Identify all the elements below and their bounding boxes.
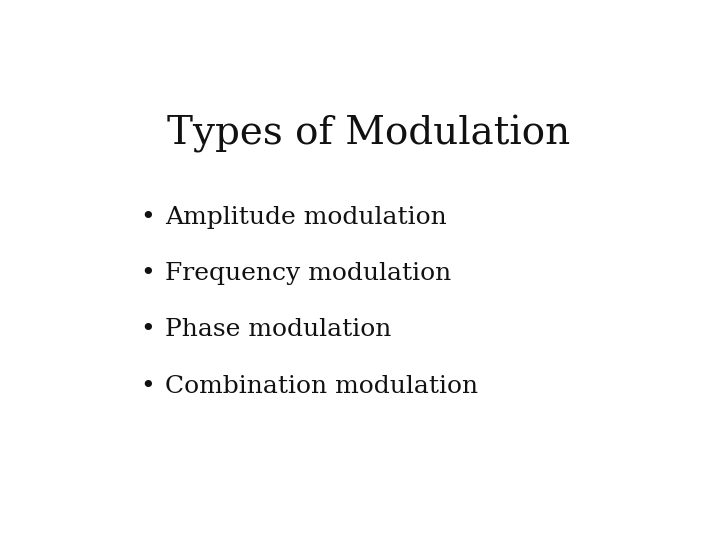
Text: Combination modulation: Combination modulation: [166, 375, 479, 397]
Text: Types of Modulation: Types of Modulation: [167, 114, 571, 153]
Text: •: •: [140, 319, 155, 341]
Text: Frequency modulation: Frequency modulation: [166, 262, 451, 285]
Text: •: •: [140, 262, 155, 285]
Text: •: •: [140, 206, 155, 229]
Text: Amplitude modulation: Amplitude modulation: [166, 206, 447, 229]
Text: Phase modulation: Phase modulation: [166, 319, 392, 341]
Text: •: •: [140, 375, 155, 397]
